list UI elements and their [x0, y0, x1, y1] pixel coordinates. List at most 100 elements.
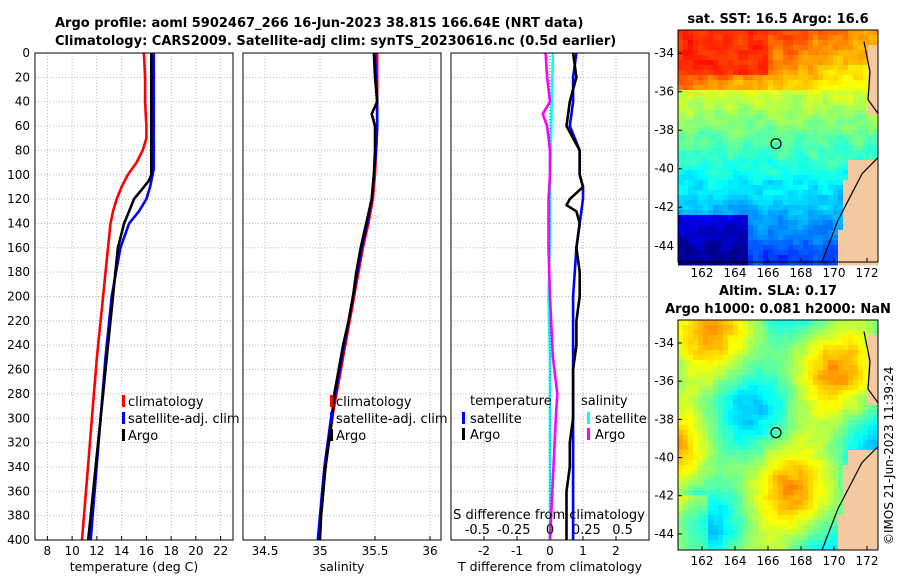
data-cell — [788, 345, 794, 351]
data-cell — [768, 230, 774, 236]
data-cell — [833, 255, 839, 261]
depth-tick-label: 120 — [7, 192, 30, 206]
data-cell — [743, 425, 749, 431]
data-cell — [763, 350, 769, 356]
data-cell — [728, 120, 734, 126]
data-cell — [693, 425, 699, 431]
data-cell — [803, 240, 809, 246]
data-cell — [703, 350, 709, 356]
data-cell — [843, 355, 849, 361]
land-cell — [848, 490, 854, 496]
data-cell — [778, 75, 784, 81]
data-cell — [723, 125, 729, 131]
data-cell — [733, 320, 739, 326]
land-cell — [868, 500, 874, 506]
data-cell — [783, 235, 789, 241]
data-cell — [763, 370, 769, 376]
data-cell — [713, 230, 719, 236]
data-cell — [798, 530, 804, 536]
data-cell — [753, 185, 759, 191]
data-cell — [758, 230, 764, 236]
land-cell — [868, 160, 874, 166]
data-cell — [693, 460, 699, 466]
data-cell — [778, 520, 784, 526]
land-cell — [873, 235, 879, 241]
data-cell — [768, 340, 774, 346]
land-cell — [873, 510, 879, 516]
data-cell — [783, 430, 789, 436]
data-cell — [808, 245, 814, 251]
land-cell — [848, 260, 854, 266]
data-cell — [793, 505, 799, 511]
data-cell — [793, 235, 799, 241]
data-cell — [873, 150, 879, 156]
data-cell — [688, 325, 694, 331]
data-cell — [708, 430, 714, 436]
land-cell — [863, 175, 869, 181]
data-cell — [718, 360, 724, 366]
data-cell — [688, 130, 694, 136]
data-cell — [718, 180, 724, 186]
data-cell — [808, 230, 814, 236]
data-cell — [853, 60, 859, 66]
data-cell — [708, 515, 714, 521]
data-cell — [808, 215, 814, 221]
data-cell — [738, 530, 744, 536]
land-cell — [863, 170, 869, 176]
data-cell — [713, 455, 719, 461]
data-cell — [833, 120, 839, 126]
data-cell — [793, 255, 799, 261]
data-cell — [853, 45, 859, 51]
data-cell — [713, 485, 719, 491]
data-cell — [738, 210, 744, 216]
data-cell — [753, 160, 759, 166]
data-cell — [688, 150, 694, 156]
data-cell — [823, 375, 829, 381]
data-cell — [843, 65, 849, 71]
data-cell — [693, 30, 699, 36]
data-cell — [688, 430, 694, 436]
data-cell — [778, 340, 784, 346]
data-cell — [828, 345, 834, 351]
data-cell — [823, 405, 829, 411]
data-cell — [788, 30, 794, 36]
data-cell — [733, 40, 739, 46]
data-cell — [838, 370, 844, 376]
data-cell — [843, 170, 849, 176]
data-cell — [743, 490, 749, 496]
data-cell — [823, 255, 829, 261]
data-cell — [853, 430, 859, 436]
data-cell — [778, 325, 784, 331]
data-cell — [828, 515, 834, 521]
data-cell — [778, 255, 784, 261]
data-cell — [708, 210, 714, 216]
data-cell — [748, 185, 754, 191]
land-cell — [843, 530, 849, 536]
map-x-tick-label: 168 — [790, 554, 813, 568]
data-cell — [798, 75, 804, 81]
data-cell — [823, 155, 829, 161]
land-cell — [873, 100, 879, 106]
data-cell — [718, 110, 724, 116]
data-cell — [708, 165, 714, 171]
data-cell — [873, 115, 879, 121]
legend-swatch — [587, 428, 590, 440]
data-cell — [808, 465, 814, 471]
data-cell — [808, 115, 814, 121]
data-cell — [723, 370, 729, 376]
data-cell — [858, 425, 864, 431]
data-cell — [758, 485, 764, 491]
data-cell — [758, 245, 764, 251]
data-cell — [788, 240, 794, 246]
data-cell — [738, 450, 744, 456]
data-cell — [698, 535, 704, 541]
data-cell — [748, 360, 754, 366]
data-cell — [788, 100, 794, 106]
data-cell — [723, 535, 729, 541]
data-cell — [783, 215, 789, 221]
data-cell — [803, 535, 809, 541]
data-cell — [808, 320, 814, 326]
land-cell — [868, 520, 874, 526]
data-cell — [803, 210, 809, 216]
data-cell — [768, 190, 774, 196]
